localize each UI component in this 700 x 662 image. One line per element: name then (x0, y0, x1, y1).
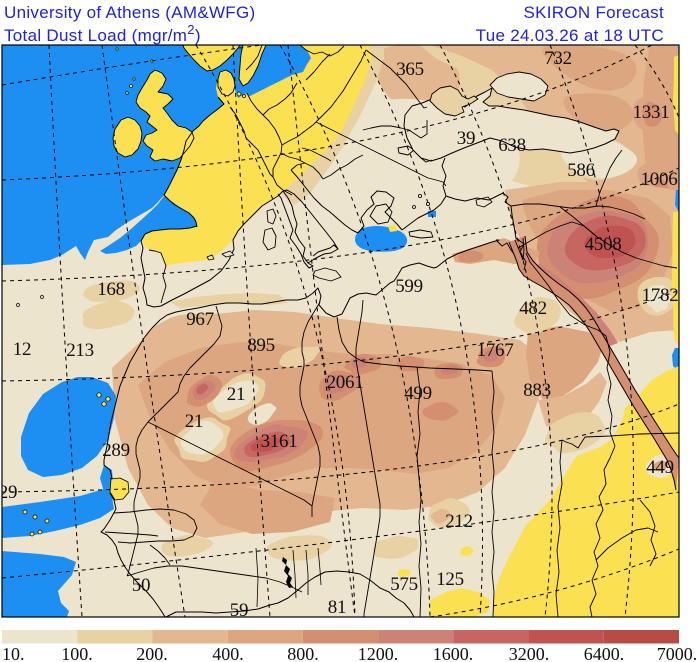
svg-text:10.: 10. (2, 644, 25, 662)
svg-text:39: 39 (457, 128, 475, 149)
svg-text:21: 21 (185, 411, 203, 432)
svg-text:6400.: 6400. (584, 644, 625, 662)
svg-text:967: 967 (186, 309, 214, 330)
svg-text:Total Dust Load (mgr/m2): Total Dust Load (mgr/m2) (4, 22, 201, 45)
svg-text:29: 29 (0, 482, 17, 503)
svg-text:482: 482 (519, 298, 547, 319)
svg-text:12: 12 (13, 339, 31, 360)
svg-text:365: 365 (396, 59, 424, 80)
svg-text:638: 638 (498, 135, 526, 156)
svg-text:599: 599 (395, 276, 423, 297)
svg-text:1331: 1331 (633, 102, 670, 123)
svg-text:University of Athens (AM&WFG): University of Athens (AM&WFG) (4, 3, 255, 22)
svg-text:213: 213 (66, 340, 94, 361)
svg-text:1200.: 1200. (358, 644, 399, 662)
svg-text:1006: 1006 (641, 169, 678, 190)
svg-text:800.: 800. (287, 644, 319, 662)
svg-text:732: 732 (544, 48, 572, 69)
svg-text:3200.: 3200. (509, 644, 550, 662)
svg-text:289: 289 (102, 440, 130, 461)
svg-text:895: 895 (247, 335, 275, 356)
svg-text:Tue 24.03.26 at 18 UTC: Tue 24.03.26 at 18 UTC (476, 26, 664, 45)
svg-text:1767: 1767 (477, 340, 514, 361)
svg-text:125: 125 (436, 569, 464, 590)
svg-text:883: 883 (523, 380, 551, 401)
svg-text:7000.: 7000. (657, 644, 698, 662)
svg-text:575: 575 (390, 574, 418, 595)
svg-text:449: 449 (646, 457, 674, 478)
svg-text:499: 499 (404, 383, 432, 404)
svg-text:4508: 4508 (585, 234, 622, 255)
svg-text:2061: 2061 (327, 372, 364, 393)
svg-text:586: 586 (567, 160, 595, 181)
svg-text:SKIRON Forecast: SKIRON Forecast (523, 3, 664, 22)
svg-text:212: 212 (445, 511, 473, 532)
svg-text:1782: 1782 (642, 285, 679, 306)
svg-text:100.: 100. (61, 644, 93, 662)
svg-text:200.: 200. (136, 644, 168, 662)
svg-text:1600.: 1600. (433, 644, 474, 662)
svg-text:50: 50 (132, 575, 150, 596)
svg-text:168: 168 (97, 279, 125, 300)
svg-text:400.: 400. (212, 644, 244, 662)
svg-text:81: 81 (328, 597, 346, 618)
svg-text:3161: 3161 (261, 431, 298, 452)
svg-text:21: 21 (227, 384, 245, 405)
svg-text:59: 59 (230, 600, 248, 621)
